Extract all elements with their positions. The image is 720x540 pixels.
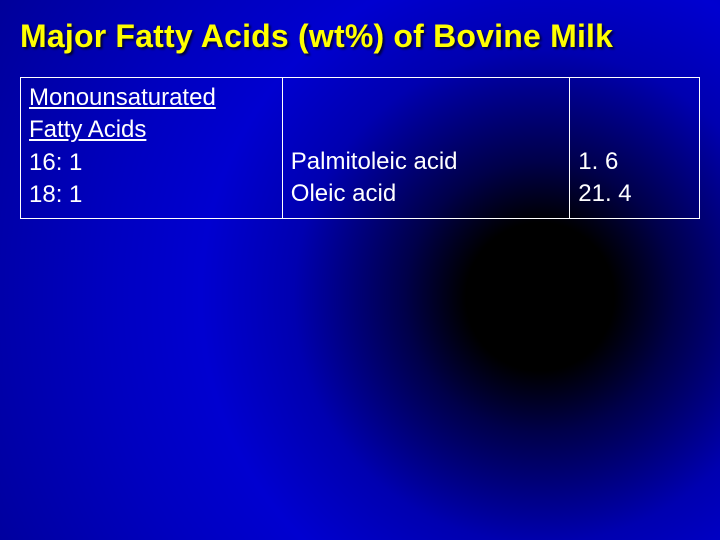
- slide-title: Major Fatty Acids (wt%) of Bovine Milk: [20, 18, 700, 55]
- category-heading: Monounsaturated Fatty Acids: [29, 84, 216, 143]
- fa-code: 16: 1: [29, 149, 82, 176]
- fatty-acids-table: Monounsaturated Fatty Acids 16: 1 18: 1 …: [20, 77, 700, 219]
- fa-name: Oleic acid: [291, 180, 396, 207]
- slide: Major Fatty Acids (wt%) of Bovine Milk M…: [0, 0, 720, 540]
- table-row: Monounsaturated Fatty Acids 16: 1 18: 1 …: [21, 78, 700, 219]
- cell-category: Monounsaturated Fatty Acids 16: 1 18: 1: [21, 78, 283, 219]
- spacer: [291, 82, 561, 146]
- spacer: [578, 82, 691, 146]
- fa-value: 21. 4: [578, 180, 631, 207]
- fa-value: 1. 6: [578, 148, 618, 175]
- cell-names: Palmitoleic acid Oleic acid: [282, 78, 569, 219]
- fa-name: Palmitoleic acid: [291, 148, 458, 175]
- fa-code: 18: 1: [29, 181, 82, 208]
- cell-values: 1. 6 21. 4: [570, 78, 700, 219]
